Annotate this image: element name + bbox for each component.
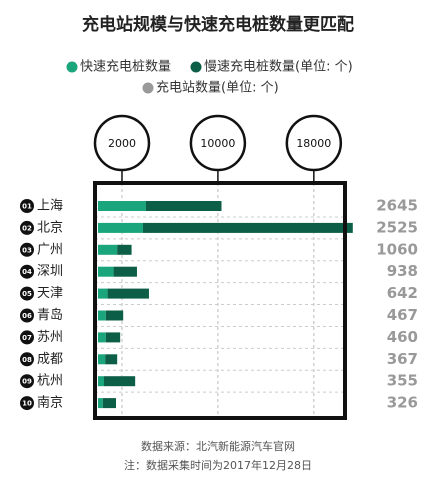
rank-label: 09 — [22, 378, 32, 386]
station-count: 938 — [387, 262, 418, 280]
rank-badge — [20, 374, 34, 389]
legend-swatch — [190, 61, 202, 73]
bar-segment — [103, 376, 136, 387]
tick-circle — [189, 114, 247, 172]
bar-segment — [107, 288, 149, 299]
rank-badge — [20, 286, 34, 301]
rank-label: 01 — [22, 203, 32, 211]
bar-segment — [98, 244, 118, 255]
category-label: 成都 — [37, 352, 63, 367]
station-count: 326 — [387, 394, 418, 412]
rank-badge — [20, 199, 34, 213]
category-label: 广州 — [37, 242, 63, 257]
rank-badge — [20, 220, 34, 235]
bar-segment — [98, 398, 103, 409]
legend-label: 慢速充电桩数量(单位: 个) — [204, 59, 353, 75]
bar-segment — [98, 354, 106, 365]
rank-badge — [20, 352, 34, 367]
bar-segment — [142, 222, 353, 233]
category-label: 天津 — [37, 286, 63, 301]
station-count: 355 — [387, 372, 418, 390]
legend-swatch — [142, 82, 154, 94]
category-label: 青岛 — [37, 307, 63, 323]
source: 数据来源：北汽新能源汽车官网 — [141, 439, 295, 453]
category-label: 杭州 — [37, 374, 63, 389]
rank-badge — [20, 264, 34, 279]
category-label: 苏州 — [37, 329, 63, 345]
bar-segment — [105, 354, 118, 365]
x-tick-label: 18000 — [296, 137, 331, 150]
station-count: 467 — [387, 306, 418, 324]
legend-swatch — [66, 61, 78, 73]
category-label: 深圳 — [37, 264, 63, 279]
station-count: 2525 — [376, 218, 418, 236]
bar-segment — [98, 222, 143, 233]
bar-segment — [98, 376, 104, 387]
rank-label: 07 — [22, 334, 32, 342]
station-count: 642 — [387, 284, 418, 302]
station-count: 460 — [387, 328, 418, 346]
category-label: 北京 — [37, 220, 63, 235]
plot-frame — [93, 181, 347, 420]
rank-label: 08 — [22, 356, 32, 364]
rank-label: 05 — [22, 290, 32, 298]
bar-segment — [98, 266, 114, 277]
tick-circle — [93, 114, 151, 172]
chart-title: 充电站规模与快速充电桩数量更匹配 — [82, 14, 354, 35]
category-label: 南京 — [37, 395, 63, 411]
bar-segment — [113, 266, 137, 277]
bar-segment — [102, 398, 116, 409]
station-count: 1060 — [376, 240, 418, 258]
bar-segment — [105, 332, 121, 343]
tick-circle — [285, 114, 343, 172]
rank-label: 04 — [22, 268, 32, 276]
rank-badge — [20, 330, 34, 345]
rank-badge — [20, 396, 34, 411]
category-label: 上海 — [37, 199, 63, 214]
rank-badge — [20, 308, 34, 323]
bar-segment — [145, 201, 222, 211]
x-tick-label: 10000 — [200, 137, 235, 150]
note: 注：数据采集时间为2017年12月28日 — [124, 458, 312, 472]
bar-segment — [98, 332, 106, 343]
rank-label: 06 — [22, 312, 32, 320]
bar-segment — [105, 310, 124, 321]
legend-label: 充电站数量(单位: 个) — [156, 80, 279, 96]
x-tick-label: 2000 — [108, 137, 136, 150]
legend-label: 快速充电桩数量 — [80, 59, 171, 75]
bar-segment — [117, 244, 132, 255]
rank-label: 10 — [22, 400, 32, 408]
rank-label: 03 — [22, 246, 32, 254]
rank-badge — [20, 242, 34, 257]
bar-segment — [98, 310, 106, 321]
rank-label: 02 — [22, 224, 32, 232]
station-count: 2645 — [376, 197, 418, 215]
station-count: 367 — [387, 350, 418, 368]
bar-segment — [98, 288, 108, 299]
bar-segment — [98, 201, 146, 211]
